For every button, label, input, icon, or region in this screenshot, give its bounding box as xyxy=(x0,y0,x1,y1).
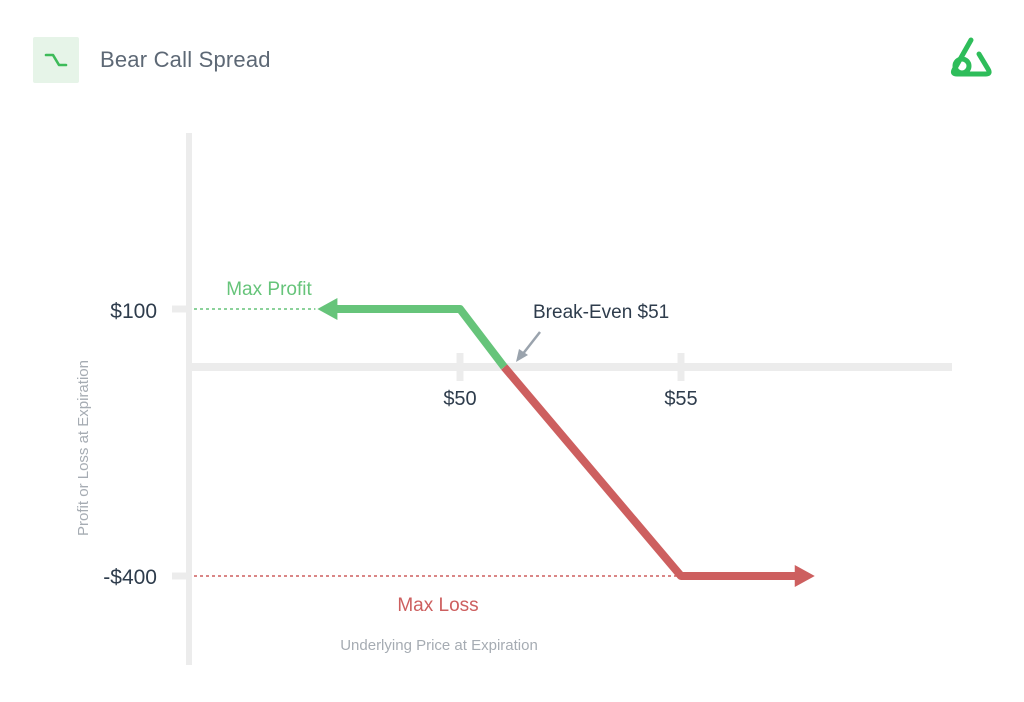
header: Bear Call Spread xyxy=(33,37,271,83)
page-title: Bear Call Spread xyxy=(100,47,271,72)
y-tick-label-neg400: -$400 xyxy=(103,566,157,589)
y-axis-label: Profit or Loss at Expiration xyxy=(75,360,92,536)
max-loss-label: Max Loss xyxy=(397,595,478,616)
brand-logo-icon xyxy=(948,36,994,83)
y-tick-label-100: $100 xyxy=(110,300,157,323)
bear-call-spread-glyph xyxy=(44,53,68,67)
loss-arrowhead xyxy=(794,565,815,587)
x-tick-label-50: $50 xyxy=(443,388,476,410)
break-even-label: Break-Even $51 xyxy=(533,302,669,323)
loss-segment-line xyxy=(501,364,805,580)
x-tick-label-55: $55 xyxy=(664,388,697,410)
max-profit-label: Max Profit xyxy=(226,279,312,300)
profit-arrowhead xyxy=(317,298,338,320)
bear-call-spread-icon xyxy=(33,37,79,83)
x-axis-label: Underlying Price at Expiration xyxy=(340,637,538,654)
profit-segment-line xyxy=(327,305,508,370)
break-even-pointer xyxy=(516,331,541,362)
